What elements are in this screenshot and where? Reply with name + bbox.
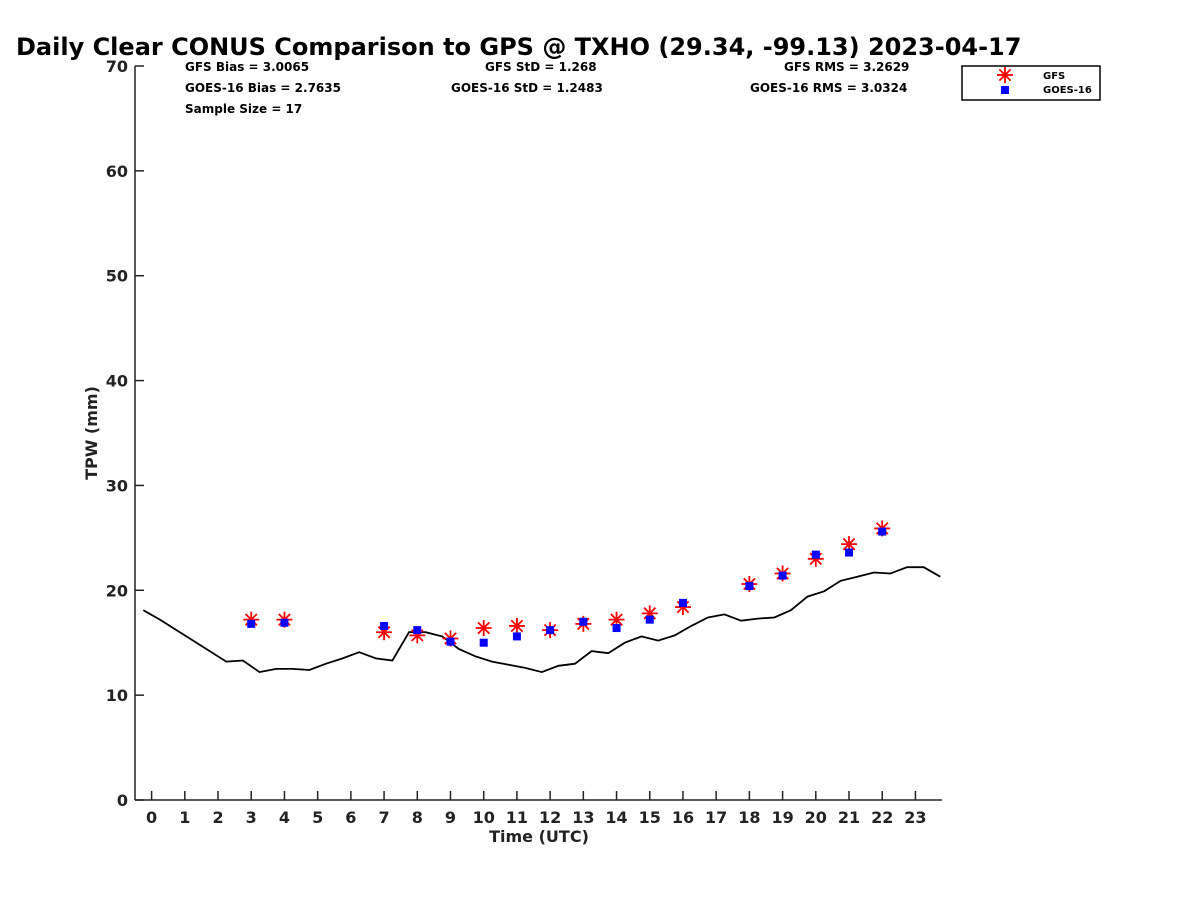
goes16-point — [612, 624, 621, 633]
goes16-point — [280, 618, 289, 627]
gps-tpw-line — [142, 566, 941, 674]
y-tick-label: 70 — [106, 57, 128, 76]
goes16-point — [778, 571, 787, 580]
stat-gfs-bias: GFS Bias = 3.0065 — [185, 60, 309, 74]
x-tick-label: 11 — [506, 808, 528, 827]
y-tick-label: 50 — [106, 267, 128, 286]
legend-gfs-asterisk — [997, 67, 1013, 83]
legend-goes-label: GOES-16 — [1043, 85, 1092, 96]
goes16-point — [413, 626, 422, 635]
x-tick-label: 9 — [445, 808, 456, 827]
goes16-point — [811, 550, 820, 559]
y-tick-label: 0 — [117, 791, 128, 810]
stat-goes-rms: GOES-16 RMS = 3.0324 — [750, 81, 907, 95]
x-tick-label: 8 — [412, 808, 423, 827]
legend-gfs-label: GFS — [1043, 71, 1065, 82]
stat-sample-size: Sample Size = 17 — [185, 102, 302, 116]
axes — [134, 66, 942, 801]
stat-goes-bias: GOES-16 Bias = 2.7635 — [185, 81, 341, 95]
goes16-point — [845, 548, 854, 557]
x-tick-label: 7 — [379, 808, 390, 827]
stats-block: GFS Bias = 3.0065 GFS StD = 1.268 GFS RM… — [185, 60, 909, 116]
goes16-point — [678, 598, 687, 607]
x-tick-label: 23 — [904, 808, 926, 827]
x-tick-label: 14 — [605, 808, 627, 827]
stat-gfs-std: GFS StD = 1.268 — [485, 60, 597, 74]
x-tick-label: 19 — [771, 808, 793, 827]
x-ticks: 0 1 2 3 4 5 6 7 8 9 10 11 12 13 14 15 16 17 18 19 20 21 22 23 — [146, 791, 927, 827]
x-axis-label: Time (UTC) — [489, 827, 589, 846]
x-tick-label: 12 — [539, 808, 561, 827]
x-tick-label: 5 — [312, 808, 323, 827]
y-ticks: 0 10 20 30 40 50 60 70 — [106, 57, 144, 810]
gfs-point — [508, 617, 525, 634]
x-tick-label: 18 — [738, 808, 760, 827]
y-tick-label: 40 — [106, 372, 128, 391]
x-tick-label: 17 — [705, 808, 727, 827]
goes16-point — [380, 621, 389, 630]
goes16-point — [479, 638, 488, 647]
y-tick-label: 10 — [106, 686, 128, 705]
x-tick-label: 20 — [805, 808, 827, 827]
y-tick-label: 60 — [106, 162, 128, 181]
x-tick-label: 15 — [639, 808, 661, 827]
x-tick-label: 0 — [146, 808, 157, 827]
goes16-point — [878, 527, 887, 536]
x-tick-label: 1 — [179, 808, 190, 827]
x-tick-label: 3 — [246, 808, 257, 827]
x-tick-label: 2 — [212, 808, 223, 827]
stat-gfs-rms: GFS RMS = 3.2629 — [784, 60, 909, 74]
x-tick-label: 10 — [473, 808, 495, 827]
plot-area — [142, 520, 941, 674]
goes16-point — [247, 619, 256, 628]
legend-goes-marker — [1001, 86, 1009, 94]
gfs-point — [475, 620, 492, 637]
x-tick-label: 22 — [871, 808, 893, 827]
legend-gfs-marker — [997, 67, 1013, 83]
x-tick-label: 16 — [672, 808, 694, 827]
legend-goes-square — [1001, 86, 1009, 94]
stat-goes-std: GOES-16 StD = 1.2483 — [451, 81, 603, 95]
x-tick-label: 13 — [572, 808, 594, 827]
goes16-point — [579, 617, 588, 626]
y-tick-label: 20 — [106, 581, 128, 600]
chart-title: Daily Clear CONUS Comparison to GPS @ TX… — [16, 33, 1021, 61]
x-tick-label: 6 — [345, 808, 356, 827]
y-axis-label: TPW (mm) — [82, 386, 101, 480]
legend: GFS GOES-16 — [961, 65, 1101, 101]
legend-box — [961, 65, 1101, 101]
x-tick-label: 21 — [838, 808, 860, 827]
x-tick-label: 4 — [279, 808, 290, 827]
goes16-point — [745, 582, 754, 591]
y-tick-label: 30 — [106, 476, 128, 495]
goes16-point — [645, 615, 654, 624]
goes16-point — [546, 626, 555, 635]
goes16-point — [512, 632, 521, 641]
goes16-point — [446, 637, 455, 646]
